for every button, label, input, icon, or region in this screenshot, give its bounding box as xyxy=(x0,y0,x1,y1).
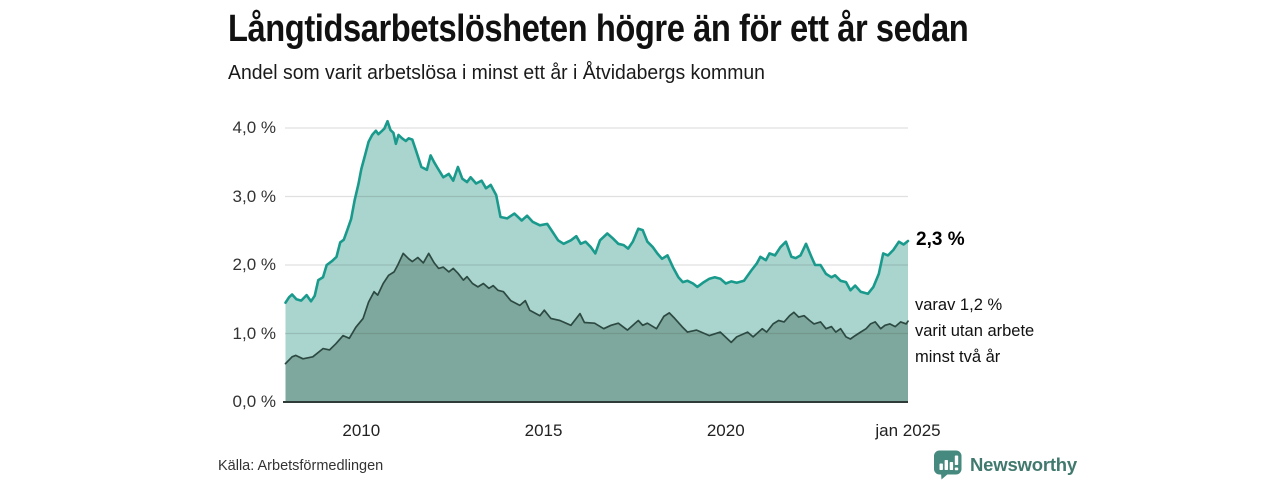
series-end-label-primary: 2,3 % xyxy=(916,229,965,250)
newsworthy-speech-bubble-bar-chart-icon xyxy=(934,450,962,480)
y-axis-label: 0,0 % xyxy=(232,392,276,411)
series-line-1 xyxy=(284,252,909,365)
newsworthy-logo: Newsworthy xyxy=(933,449,1077,480)
series-end-label-secondary-line: varav 1,2 % xyxy=(915,296,1003,314)
y-axis-label: 3,0 % xyxy=(232,186,276,206)
series-end-label-secondary-line: varit utan arbete xyxy=(915,322,1035,340)
series-end-label-secondary: varav 1,2 % varit utan arbete minst två … xyxy=(915,292,1034,370)
x-axis-label: jan 2025 xyxy=(875,421,941,440)
page-title: Långtidsarbetslösheten högre än för ett … xyxy=(228,8,969,50)
x-axis-label: 2010 xyxy=(342,421,381,440)
newsworthy-logo-text: Newsworthy xyxy=(970,453,1077,475)
y-axis-label: 2,0 % xyxy=(232,255,276,274)
x-axis-label: 2020 xyxy=(706,421,745,440)
y-axis-label: 1,0 % xyxy=(232,323,276,343)
source-note: Källa: Arbetsförmedlingen xyxy=(218,458,384,474)
x-axis-label: 2015 xyxy=(524,421,563,440)
series-area-1 xyxy=(285,253,908,402)
series-line-0 xyxy=(284,119,910,304)
y-axis-label: 4,0 % xyxy=(232,118,276,137)
series-end-label-secondary-line: minst två år xyxy=(915,348,1001,366)
page-subtitle: Andel som varit arbetslösa i minst ett å… xyxy=(228,62,765,84)
